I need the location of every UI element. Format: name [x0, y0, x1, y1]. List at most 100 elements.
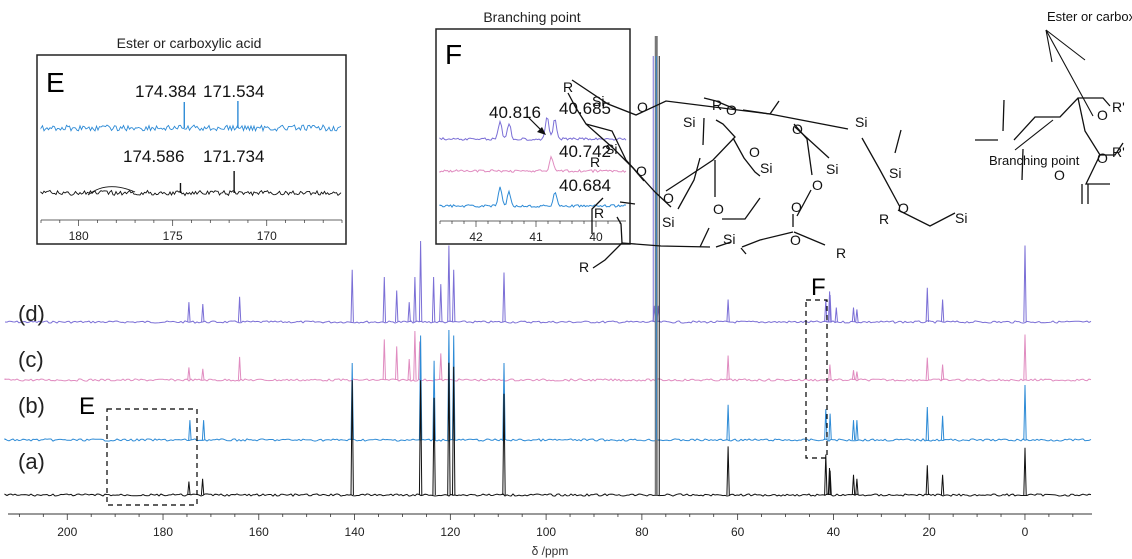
inset-e-peak-label: 171.534	[203, 82, 264, 101]
inset-f-frame	[435, 28, 631, 245]
spectrum-trace	[4, 493, 1092, 497]
spectrum-peak	[431, 276, 436, 323]
spectrum-peak	[827, 467, 832, 496]
main-spectrum-plot: (d) (c) (b) (a) E F 200 180 160 140 120 100 80…	[4, 36, 1092, 558]
inset-f-tick-label: 42	[469, 230, 483, 244]
atom-r: R	[594, 205, 604, 221]
spectrum-peak	[201, 303, 205, 323]
spectrum-peak	[824, 409, 828, 441]
spectrum-peak	[726, 404, 730, 441]
inset-f: Branching point F 40.816 40.685 40.742 4…	[435, 9, 631, 245]
spectrum-peak	[407, 358, 411, 381]
inset-f-traces	[439, 117, 627, 208]
x-axis-ticks: 200 180 160 140 120 100 80 60 40 20 0	[18, 514, 1074, 539]
spectrum-peak	[1023, 334, 1027, 381]
spectrum-peak	[855, 478, 859, 496]
label-branch: Branching point	[989, 153, 1080, 168]
spectrum-peak	[925, 406, 929, 441]
spectrum-peak	[855, 371, 859, 381]
box-f	[805, 299, 828, 459]
x-tick-label: 100	[536, 525, 556, 539]
inset-e: Ester or carboxylic acid E 174.384 171.5…	[36, 35, 347, 245]
spectrum-peak	[452, 366, 456, 496]
spectrum-peak	[726, 355, 730, 381]
chemical-structure: Si Si Si Si Si Si Si Si O O O O O O O O …	[563, 9, 1132, 275]
spectrum-trace	[4, 378, 1092, 382]
spectra-traces	[4, 240, 1092, 497]
spectrum-peak	[828, 294, 832, 323]
spectrum-peak	[925, 287, 929, 323]
atom-o: O	[637, 99, 648, 115]
inset-trace	[40, 124, 342, 133]
spectrum-peak	[382, 276, 386, 323]
atom-o: O	[790, 232, 801, 248]
spectrum-peak	[418, 240, 423, 323]
spectrum-peak	[452, 269, 456, 323]
box-f-label: F	[811, 274, 826, 301]
atom-o: O	[791, 199, 802, 215]
x-tick-label: 80	[635, 525, 649, 539]
inset-f-peak-label: 40.684	[559, 176, 611, 195]
trace-label-d: (d)	[18, 301, 45, 326]
x-tick-label: 200	[57, 525, 77, 539]
atom-o: O	[1054, 167, 1065, 183]
inset-f-tick-label: 41	[529, 230, 543, 244]
spectrum-peak	[824, 454, 828, 496]
spectrum-peak	[502, 272, 506, 323]
spectrum-peak	[940, 299, 945, 323]
inset-f-arrow	[528, 117, 543, 132]
spectrum-peak	[828, 364, 832, 381]
spectrum-peak	[828, 470, 832, 496]
inset-f-trace	[439, 117, 627, 141]
spectrum-peak	[350, 269, 354, 323]
spectrum-peak	[350, 380, 354, 496]
spectrum-peak	[413, 276, 417, 323]
spectrum-peak	[834, 307, 838, 323]
atom-si: Si	[889, 165, 901, 181]
atom-r: R	[836, 245, 846, 261]
atom-rp: R'	[1112, 144, 1125, 160]
spectrum-peak	[432, 360, 436, 441]
inset-e-tick-label: 175	[163, 229, 183, 243]
atom-o: O	[898, 200, 909, 216]
inset-e-peak-label: 174.586	[123, 147, 184, 166]
inset-e-tick-label: 180	[69, 229, 89, 243]
atom-r: R	[590, 154, 600, 170]
spectrum-peak	[1023, 384, 1027, 441]
spectrum-peak	[925, 465, 929, 496]
box-e-label: E	[79, 393, 95, 420]
atom-o: O	[749, 144, 760, 160]
inset-trace	[40, 189, 342, 197]
atom-o: O	[636, 163, 647, 179]
inset-f-ticks: 42 41 40	[439, 221, 621, 244]
atom-si: Si	[592, 93, 604, 109]
inset-e-title: Ester or carboxylic acid	[117, 35, 262, 51]
box-e	[106, 408, 198, 506]
spectrum-peak	[851, 307, 856, 323]
spectrum-peak	[940, 364, 945, 381]
spectrum-peak	[187, 302, 191, 323]
atom-si: Si	[855, 114, 867, 130]
inset-e-peak-label: 174.384	[135, 82, 196, 101]
spectrum-peak	[188, 420, 192, 441]
inset-e-tick-label: 170	[257, 229, 277, 243]
spectrum-peak	[439, 284, 443, 323]
spectrum-peak	[439, 353, 443, 381]
spectrum-peak	[413, 330, 417, 381]
atom-o: O	[726, 102, 737, 118]
cage-bonds	[567, 79, 1124, 269]
spectrum-peak	[1023, 447, 1027, 496]
x-tick-label: 160	[249, 525, 269, 539]
inset-f-peak-label: 40.742	[559, 142, 611, 161]
atom-rp: R'	[1112, 99, 1125, 115]
atom-r: R	[579, 259, 589, 275]
spectrum-peak	[201, 368, 205, 381]
spectrum-peak	[187, 367, 191, 381]
spectrum-peak	[418, 380, 423, 496]
inset-e-letter: E	[46, 67, 65, 98]
inset-e-traces	[40, 101, 342, 197]
atom-r: R	[712, 97, 722, 113]
x-tick-label: 120	[440, 525, 460, 539]
annotation-arrows	[1014, 29, 1094, 151]
